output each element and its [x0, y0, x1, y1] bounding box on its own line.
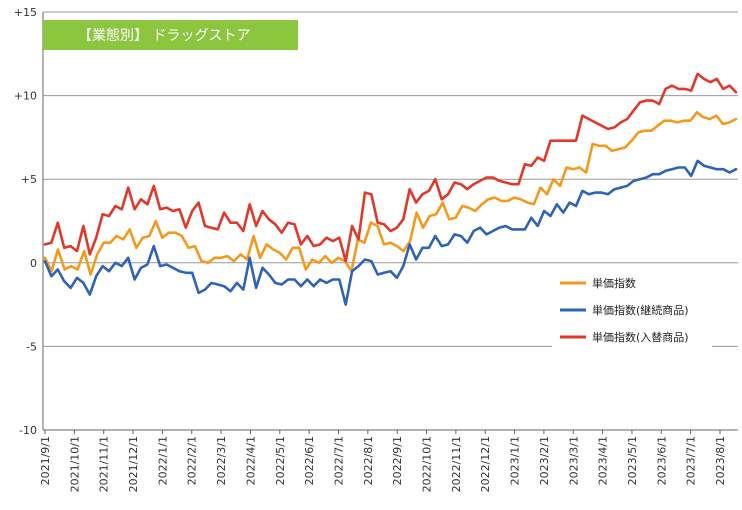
chart-title-box [43, 20, 298, 50]
y-tick-label: +15 [14, 6, 37, 19]
gridlines [43, 11, 738, 431]
x-tick-labels: 2021/9/1 2021/10/1 2021/11/1 2021/12/1 2022/… [39, 436, 727, 492]
legend-label: 単価指数(継続商品) [592, 303, 689, 317]
x-tick-label: 2022/9/1 [391, 436, 404, 485]
legend-label: 単価指数 [592, 276, 636, 290]
x-tick-label: 2023/5/1 [626, 436, 639, 485]
chart-title: 【業態別】 ドラッグストア [78, 28, 250, 44]
x-tick-label: 2023/4/1 [597, 436, 610, 485]
x-tick-label: 2023/1/1 [509, 436, 522, 485]
x-tick-label: 2022/5/1 [274, 436, 287, 485]
series-line [43, 72, 738, 263]
x-tick-label: 2023/8/1 [714, 436, 727, 485]
x-tick-label: 2021/9/1 [39, 436, 52, 485]
x-tick-label: 2023/6/1 [655, 436, 668, 485]
x-tick-label: 2023/3/1 [567, 436, 580, 485]
x-tick-label: 2022/10/1 [421, 436, 434, 492]
x-tick-label: 2022/2/1 [186, 436, 199, 485]
x-tick-label: 2022/4/1 [244, 436, 257, 485]
x-tick-label: 2023/2/1 [538, 436, 551, 485]
x-tick-label: 2023/7/1 [685, 436, 698, 485]
series-line [43, 111, 738, 276]
x-tick-label: 2022/12/1 [479, 436, 492, 492]
x-tick-label: 2022/7/1 [332, 436, 345, 485]
legend-label: 単価指数(入替商品) [592, 330, 689, 344]
series-lines [43, 72, 738, 306]
y-tick-label: -5 [26, 340, 37, 353]
y-tick-label: +5 [21, 173, 37, 186]
y-tick-label: +10 [14, 90, 37, 103]
x-tick-label: 2022/1/1 [156, 436, 169, 485]
x-tick-label: 2022/6/1 [303, 436, 316, 485]
series-line [43, 159, 738, 306]
x-tick-label: 2021/10/1 [68, 436, 81, 492]
y-tick-label: 0 [30, 257, 37, 270]
y-tick-label: -10 [19, 424, 37, 437]
y-tick-labels: +15 +10 +5 0 -5 -10 [14, 6, 37, 437]
x-tick-label: 2022/11/1 [450, 436, 463, 492]
axes [42, 12, 738, 434]
x-tick-label: 2021/11/1 [98, 436, 111, 492]
x-tick-label: 2021/12/1 [127, 436, 140, 492]
x-tick-label: 2022/8/1 [362, 436, 375, 485]
x-tick-label: 2022/3/1 [215, 436, 228, 485]
